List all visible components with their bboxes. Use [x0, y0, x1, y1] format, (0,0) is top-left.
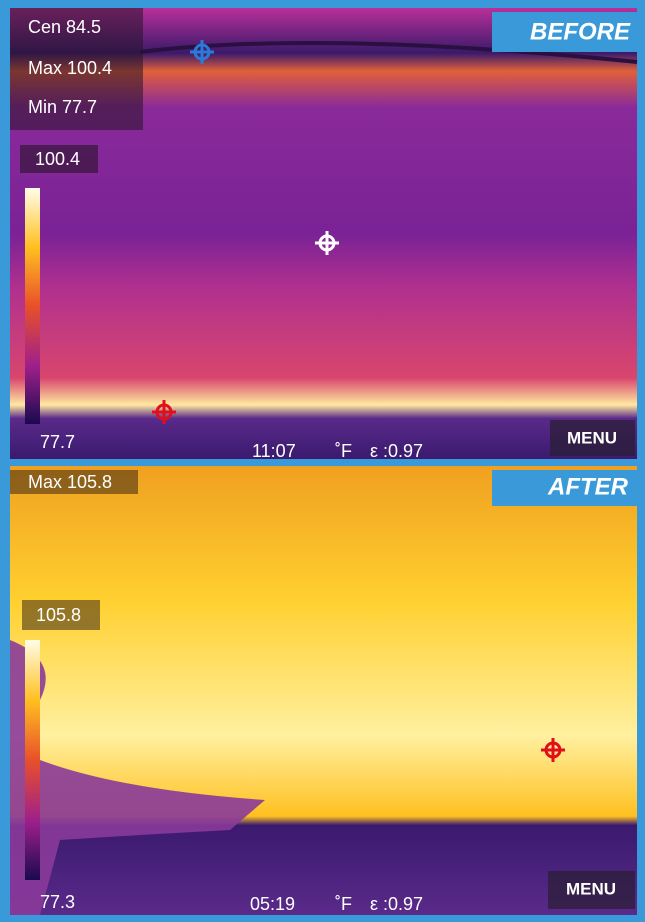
emissivity: ε :0.97	[370, 894, 423, 914]
scale-min: 77.3	[40, 892, 75, 912]
before-panel: Cen 84.5 Max 100.4 Min 77.7 BEFORE 100.4…	[10, 8, 645, 461]
badge: BEFORE	[530, 18, 631, 45]
readout: Max 105.8	[28, 472, 112, 492]
readout: Min 77.7	[28, 97, 97, 117]
unit: ˚F	[335, 441, 352, 461]
emissivity: ε :0.97	[370, 441, 423, 461]
readout: Max 100.4	[28, 58, 112, 78]
scale-max: 105.8	[36, 605, 81, 625]
screenshot: Cen 84.5 Max 100.4 Min 77.7 BEFORE 100.4…	[0, 0, 645, 922]
color-bar	[25, 188, 40, 424]
color-bar	[25, 640, 40, 880]
thermal-image	[10, 466, 637, 915]
readout: Cen 84.5	[28, 17, 101, 37]
menu-label[interactable]: MENU	[567, 428, 617, 447]
scale-min: 77.7	[40, 432, 75, 452]
unit: ˚F	[335, 894, 352, 914]
menu-label[interactable]: MENU	[566, 879, 616, 898]
after-panel: Max 105.8 AFTER 105.8 77.3 05:19 ˚F ε :0…	[10, 466, 645, 915]
time: 05:19	[250, 894, 295, 914]
badge: AFTER	[547, 473, 629, 500]
scale-max: 100.4	[35, 149, 80, 169]
time: 11:07	[252, 441, 296, 461]
